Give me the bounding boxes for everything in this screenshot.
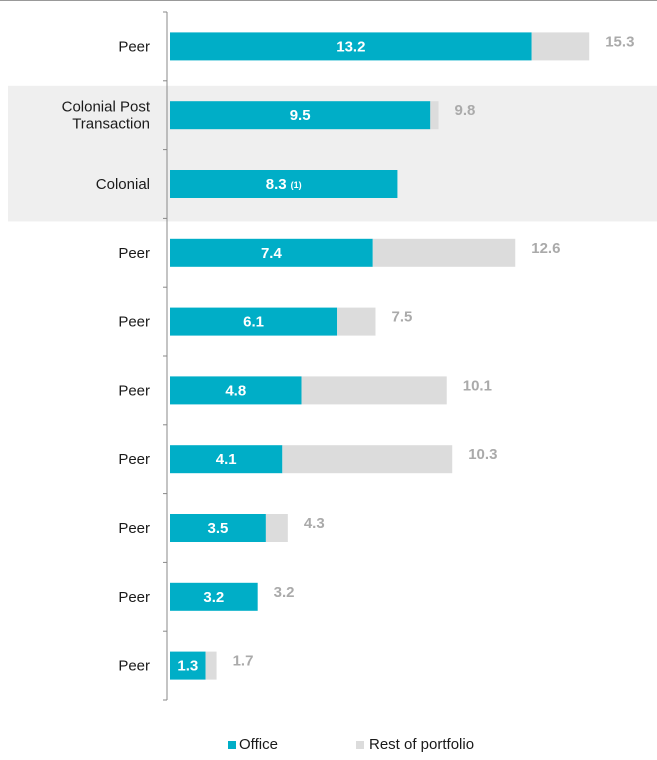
- legend-rest-swatch: [356, 741, 364, 749]
- office-value-label: 4.1: [216, 451, 237, 468]
- category-axis: [163, 11, 168, 701]
- bar-rest-of-portfolio: [430, 101, 439, 130]
- category-label: Peer: [118, 589, 150, 606]
- category-label: Transaction: [72, 116, 150, 133]
- bar-office: [170, 651, 206, 680]
- office-value-label: 3.2: [203, 589, 224, 606]
- total-value-label: 9.8: [455, 102, 476, 119]
- bar-office: [170, 32, 532, 61]
- category-label: Peer: [118, 382, 150, 399]
- bar-office: [170, 307, 338, 336]
- legend-office-swatch: [228, 741, 236, 749]
- legend-office-label: Office: [239, 736, 278, 753]
- total-value-label: 4.3: [304, 515, 325, 532]
- total-value-label: 15.3: [605, 33, 634, 50]
- category-label: Peer: [118, 520, 150, 537]
- total-value-label: 1.7: [233, 653, 254, 670]
- bar-rest-of-portfolio: [301, 376, 447, 405]
- category-label: Peer: [118, 314, 150, 331]
- bar-rest-of-portfolio: [265, 514, 288, 542]
- bar-office: [170, 582, 258, 611]
- bar-office: [170, 238, 373, 267]
- total-value-label: 7.5: [392, 309, 413, 326]
- bar-office: [170, 514, 266, 542]
- office-value-label: 1.3: [177, 658, 198, 675]
- bar-office: [170, 445, 283, 474]
- category-label: Peer: [118, 451, 150, 468]
- office-value-label: 8.3 (1): [266, 176, 302, 193]
- total-value-label: 3.2: [274, 584, 295, 601]
- office-value-label: 3.5: [208, 520, 229, 537]
- bar-rest-of-portfolio: [337, 307, 376, 336]
- bar-rest-of-portfolio: [372, 238, 516, 267]
- bar-office: [170, 101, 431, 130]
- office-value-label: 4.8: [225, 382, 246, 399]
- bar-rest-of-portfolio: [531, 32, 590, 61]
- category-label: Colonial: [96, 176, 150, 193]
- office-value-label: 7.4: [261, 245, 283, 262]
- bar-office: [170, 170, 398, 198]
- bar-rest-of-portfolio: [205, 651, 217, 680]
- legend-rest-label: Rest of portfolio: [369, 736, 474, 753]
- category-label: Peer: [118, 658, 150, 675]
- total-value-label: 10.1: [463, 377, 492, 394]
- bar-rest-of-portfolio: [282, 445, 453, 474]
- category-label: Colonial Post: [62, 99, 151, 116]
- office-value-label: 13.2: [336, 38, 365, 55]
- office-value-label: 6.1: [243, 314, 264, 331]
- total-value-label: 10.3: [468, 446, 497, 463]
- bar-office: [170, 376, 302, 405]
- office-value-label: 9.5: [290, 107, 311, 124]
- category-label: Peer: [118, 245, 150, 262]
- legend: Office Rest of portfolio: [228, 736, 474, 753]
- category-label: Peer: [118, 38, 150, 55]
- total-value-label: 12.6: [531, 240, 560, 257]
- bars: [170, 32, 590, 680]
